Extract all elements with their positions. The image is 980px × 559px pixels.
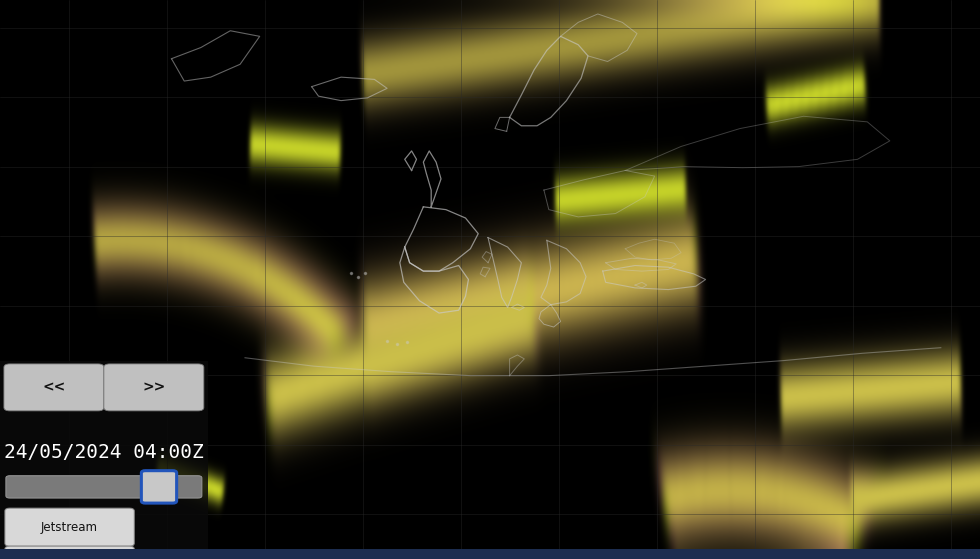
- Text: 24/05/2024 04:00Z: 24/05/2024 04:00Z: [4, 443, 204, 462]
- FancyBboxPatch shape: [6, 476, 202, 498]
- FancyBboxPatch shape: [104, 364, 204, 411]
- FancyBboxPatch shape: [0, 361, 208, 559]
- Text: Jetstream: Jetstream: [41, 520, 98, 534]
- FancyBboxPatch shape: [5, 546, 134, 559]
- Text: >>: >>: [142, 380, 166, 395]
- FancyBboxPatch shape: [4, 364, 104, 411]
- FancyBboxPatch shape: [5, 508, 134, 546]
- Bar: [0, 549, 980, 559]
- FancyBboxPatch shape: [141, 471, 176, 503]
- Text: <<: <<: [42, 380, 66, 395]
